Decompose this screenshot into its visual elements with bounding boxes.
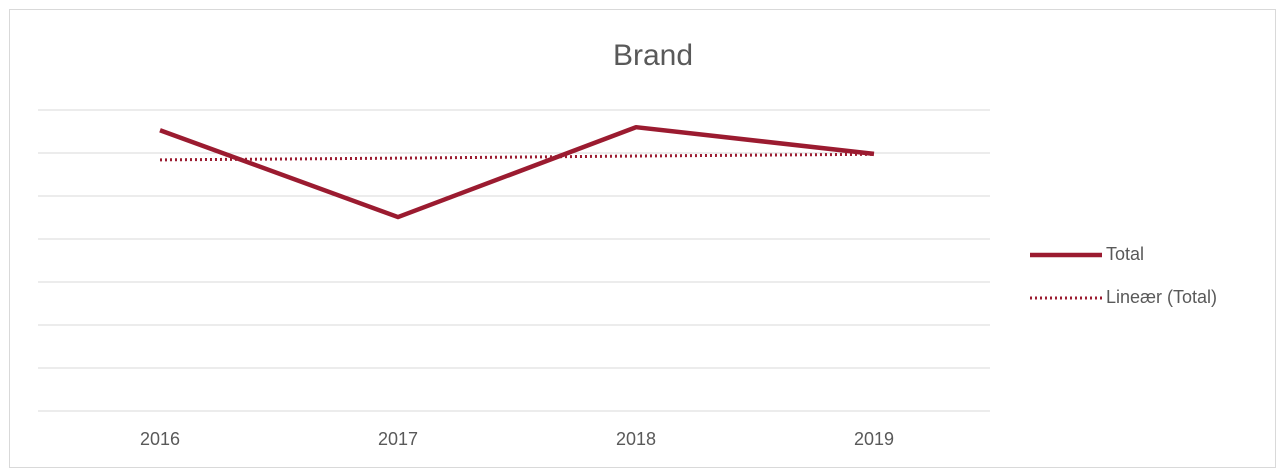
series-line (159, 152, 875, 162)
x-tick-label: 2016 (140, 429, 180, 449)
series-line (159, 124, 875, 220)
x-tick-label: 2017 (378, 429, 418, 449)
chart-title: Brand (613, 39, 693, 72)
legend-label: Total (1106, 244, 1144, 264)
legend-label: Lineær (Total) (1106, 287, 1217, 307)
x-tick-label: 2018 (616, 429, 656, 449)
x-tick-label: 2019 (854, 429, 894, 449)
